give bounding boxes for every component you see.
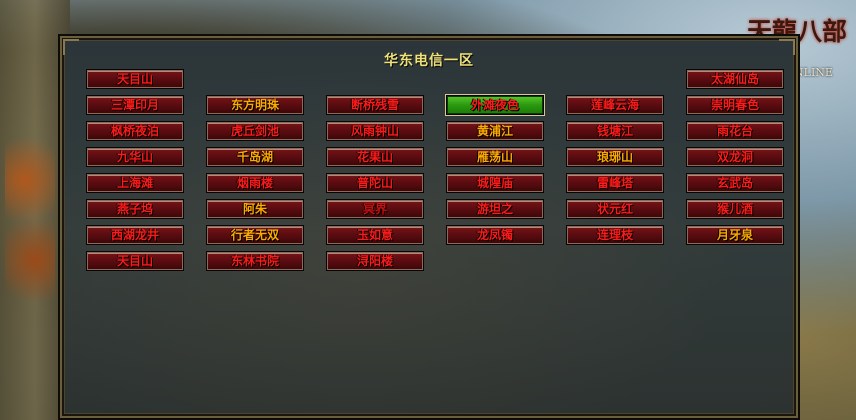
server-button[interactable]: 上海滩 [86, 173, 184, 193]
server-button-selected[interactable]: 外滩夜色 [446, 95, 544, 115]
server-button[interactable]: 城隍庙 [446, 173, 544, 193]
server-button[interactable]: 天目山 [86, 251, 184, 271]
server-button[interactable]: 行者无双 [206, 225, 304, 245]
server-button[interactable]: 烟雨楼 [206, 173, 304, 193]
server-button[interactable]: 阿朱 [206, 199, 304, 219]
server-button[interactable]: 雁荡山 [446, 147, 544, 167]
server-button[interactable]: 雷峰塔 [566, 173, 664, 193]
server-button[interactable]: 玄武岛 [686, 173, 784, 193]
server-button[interactable]: 东方明珠 [206, 95, 304, 115]
server-button[interactable]: 天目山 [86, 69, 184, 89]
panel-title: 华东电信一区 [384, 53, 474, 69]
server-button[interactable]: 月牙泉 [686, 225, 784, 245]
server-button[interactable]: 琅琊山 [566, 147, 664, 167]
background-foliage [5, 120, 55, 320]
server-button[interactable]: 连理枝 [566, 225, 664, 245]
server-button[interactable]: 断桥残雪 [326, 95, 424, 115]
server-button[interactable]: 浔阳楼 [326, 251, 424, 271]
server-button[interactable]: 冥界 [326, 199, 424, 219]
server-button[interactable]: 雨花台 [686, 121, 784, 141]
server-button[interactable]: 九华山 [86, 147, 184, 167]
server-button[interactable]: 虎丘剑池 [206, 121, 304, 141]
server-select-panel: 华东电信一区 天目山 太湖仙岛三潭印月 东方明珠 断桥残雪 外滩夜色 莲峰云海 崇明春色枫桥… [58, 34, 800, 420]
server-button[interactable]: 燕子坞 [86, 199, 184, 219]
server-button[interactable]: 千岛湖 [206, 147, 304, 167]
server-button[interactable]: 崇明春色 [686, 95, 784, 115]
server-button[interactable]: 状元红 [566, 199, 664, 219]
server-button[interactable]: 钱塘江 [566, 121, 664, 141]
server-button[interactable]: 花果山 [326, 147, 424, 167]
server-button[interactable]: 龙凤镯 [446, 225, 544, 245]
server-button[interactable]: 游坦之 [446, 199, 544, 219]
panel-corner-ornament [63, 39, 79, 55]
server-button[interactable]: 西湖龙井 [86, 225, 184, 245]
server-button[interactable]: 玉如意 [326, 225, 424, 245]
server-button[interactable]: 普陀山 [326, 173, 424, 193]
server-button[interactable]: 猴儿酒 [686, 199, 784, 219]
server-button[interactable]: 东林书院 [206, 251, 304, 271]
server-button[interactable]: 莲峰云海 [566, 95, 664, 115]
server-button[interactable]: 太湖仙岛 [686, 69, 784, 89]
server-button[interactable]: 风雨钟山 [326, 121, 424, 141]
server-button[interactable]: 双龙洞 [686, 147, 784, 167]
server-button[interactable]: 三潭印月 [86, 95, 184, 115]
server-button[interactable]: 枫桥夜泊 [86, 121, 184, 141]
panel-corner-ornament [779, 39, 795, 55]
server-button[interactable]: 黄浦江 [446, 121, 544, 141]
